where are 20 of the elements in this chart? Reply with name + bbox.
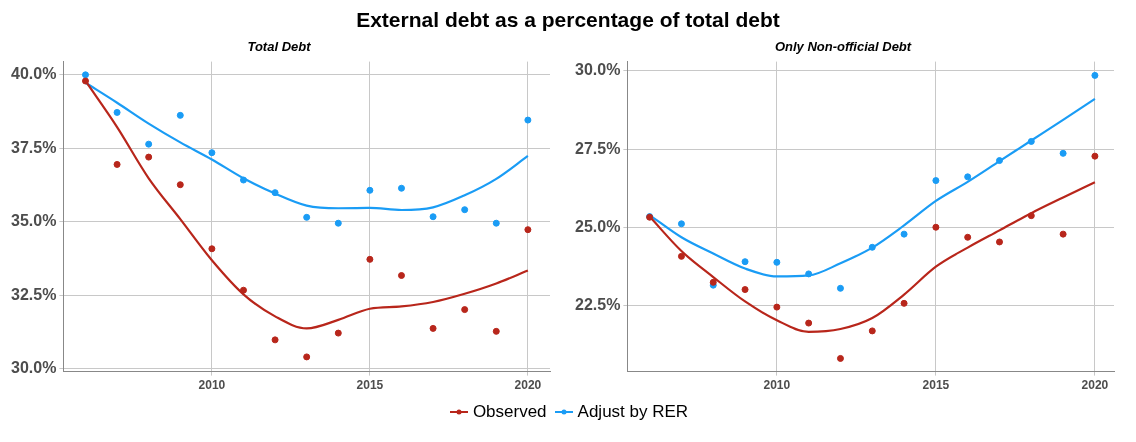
x-tick-label: 2020 [1081,378,1109,393]
x-tick-label: 2015 [356,378,384,393]
chart-subtitle: Total Debt [247,39,312,55]
x-tick-label: 2010 [198,378,226,393]
y-tick-label: 22.5% [574,296,621,314]
x-tick-label: 2015 [922,378,950,393]
y-tick-label: 25.0% [574,217,621,235]
y-tick-label: 37.5% [10,138,57,156]
y-tick-label: 30.0% [574,61,621,79]
y-tick-label: 30.0% [10,359,57,377]
x-tick-label: 2010 [763,378,791,393]
chart-subtitle: Only Non-official Debt [774,39,912,55]
legend-label: Observed [472,402,547,422]
chart-title: External debt as a percentage of total debt [355,8,781,32]
legend-label: Adjust by RER [577,402,689,422]
y-tick-label: 27.5% [574,139,621,157]
x-tick-label: 2020 [514,378,542,393]
y-tick-label: 35.0% [10,212,57,230]
y-tick-label: 40.0% [10,65,57,83]
y-tick-label: 32.5% [10,285,57,303]
